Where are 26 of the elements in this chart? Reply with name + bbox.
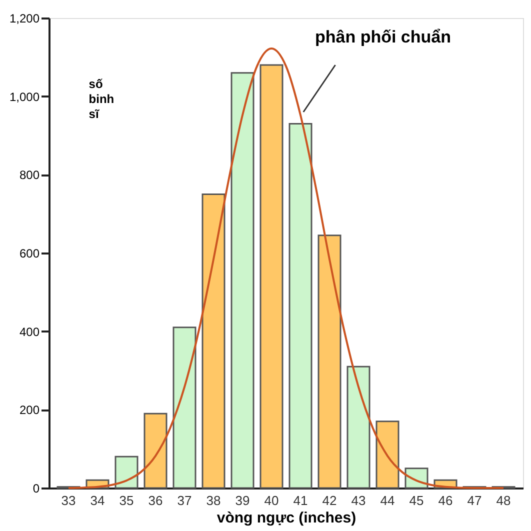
- x-tick-label: 45: [409, 493, 424, 508]
- y-tick-label: 0: [32, 482, 40, 496]
- x-tick-label: 35: [119, 493, 134, 508]
- x-tick-label: 37: [177, 493, 192, 508]
- x-tick-label: 39: [235, 493, 250, 508]
- x-tick-label: 48: [496, 493, 511, 508]
- y-tick-label: 200: [19, 403, 40, 418]
- x-tick-label: 33: [61, 493, 76, 508]
- y-tick-label: 1,200: [9, 12, 40, 26]
- x-tick-label: 46: [438, 493, 453, 508]
- y-tick-label: 800: [19, 168, 40, 182]
- y-tick-label: 400: [19, 324, 40, 339]
- x-tick-label: 36: [148, 493, 163, 508]
- y-tick-label: 600: [19, 246, 40, 260]
- y-axis-title: số binh sĩ: [88, 77, 114, 122]
- x-axis-title: vòng ngực (inches): [216, 510, 356, 526]
- x-tick-label: 34: [90, 493, 105, 508]
- x-tick-label: 42: [322, 493, 337, 508]
- x-tick-label: 44: [380, 493, 395, 508]
- x-tick-label: 38: [206, 493, 221, 508]
- x-tick-label: 47: [467, 493, 482, 508]
- x-tick-label: 41: [293, 493, 308, 508]
- y-tick-label: 1,000: [9, 90, 40, 104]
- annotation: phân phối chuẩn: [315, 28, 451, 47]
- x-tick-label: 43: [351, 493, 366, 508]
- x-tick-label: 40: [264, 493, 279, 508]
